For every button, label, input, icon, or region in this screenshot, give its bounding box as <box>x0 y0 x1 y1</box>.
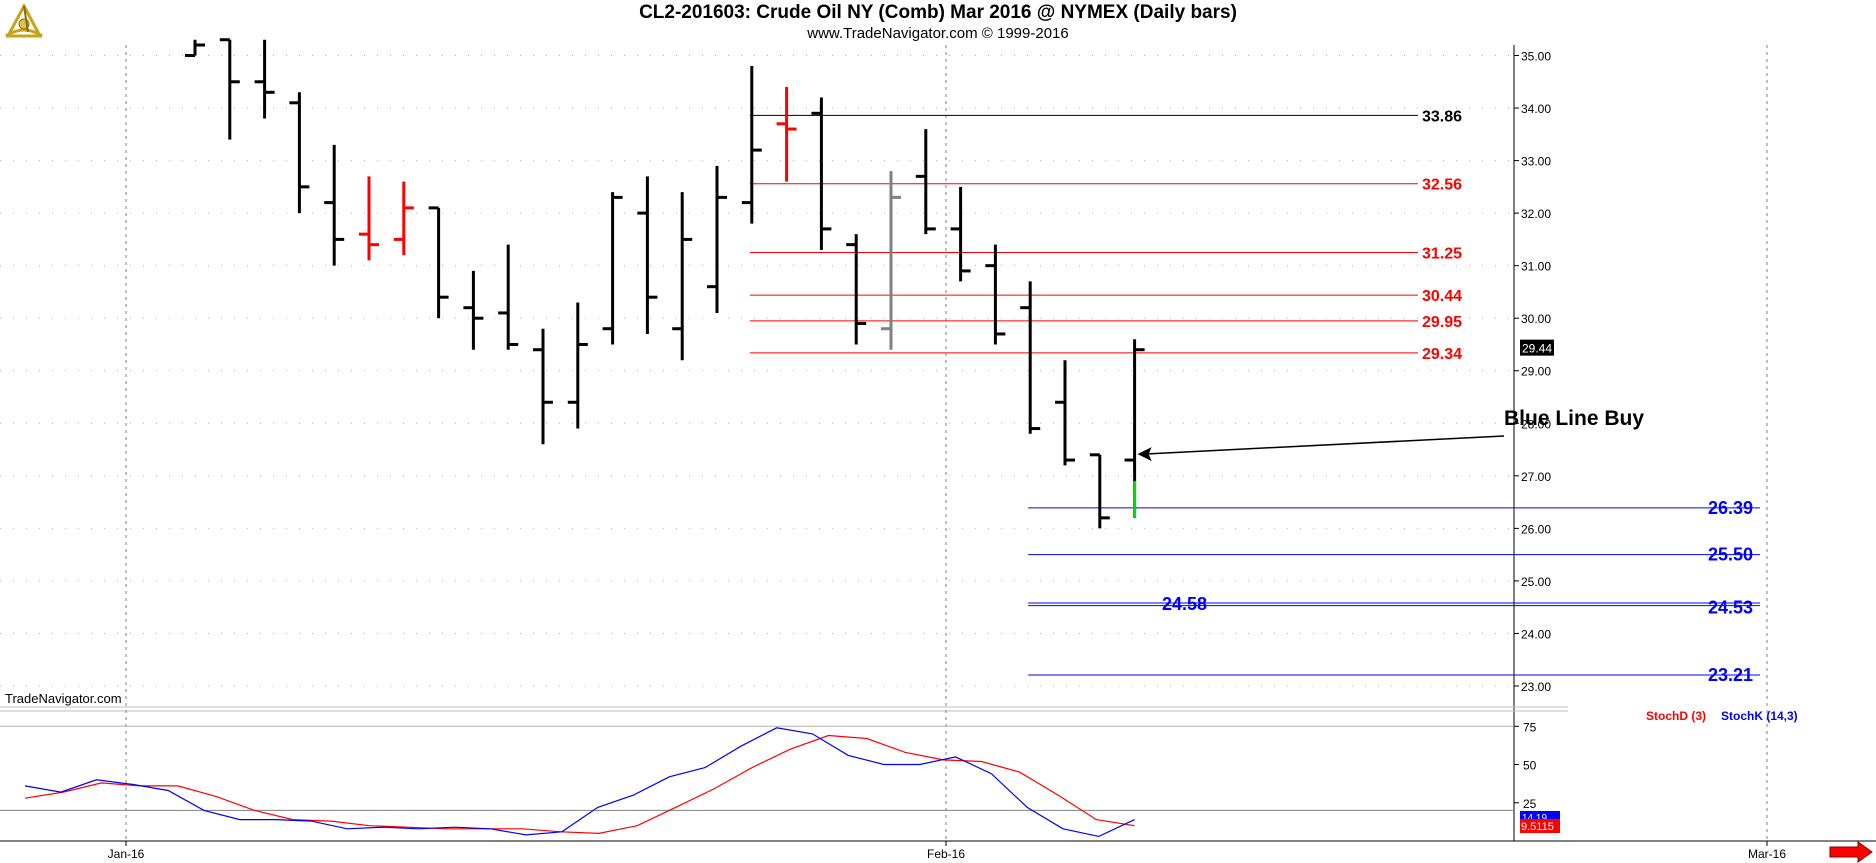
chart-header: CL2-201603: Crude Oil NY (Comb) Mar 2016… <box>0 0 1876 45</box>
level-label: 24.58 <box>1162 594 1207 614</box>
annotation-label: Blue Line Buy <box>1504 407 1644 430</box>
price-levels: 33.86 32.56 31.25 30.44 29.95 29.34 26.39 25.50… <box>749 108 1760 685</box>
watermark: TradeNavigator.com <box>5 691 122 706</box>
stoch-d-value-box <box>1520 819 1560 833</box>
y-tick-label: 28.00 <box>1521 417 1551 431</box>
y-tick-label: 30.00 <box>1521 312 1551 326</box>
price-axis: 35.00 34.00 33.00 32.00 31.00 30.00 29.00 28.00… <box>1514 50 1554 694</box>
stochastic-panel: 75 50 25 StochD (3) StochK (14,3) 14.199.5115 <box>0 709 1798 838</box>
y-tick-label: 23.00 <box>1521 680 1551 694</box>
stoch-legend-k: StochK (14,3) <box>1721 709 1798 723</box>
level-label: 24.53 <box>1708 598 1753 618</box>
stoch-y-tick-label: 50 <box>1523 759 1537 773</box>
chart-title: CL2-201603: Crude Oil NY (Comb) Mar 2016… <box>639 2 1237 23</box>
level-label: 23.21 <box>1708 665 1753 685</box>
level-label: 31.25 <box>1422 246 1462 263</box>
chart-annotations: Blue Line Buy TradeNavigator.com <box>5 407 1644 706</box>
last-price-label: 29.44 <box>1522 342 1552 356</box>
y-tick-label: 31.00 <box>1521 260 1551 274</box>
price-bars <box>185 38 1145 529</box>
level-label: 26.39 <box>1708 498 1753 518</box>
level-label: 29.95 <box>1422 314 1462 331</box>
sextant-logo-icon <box>2 2 46 42</box>
last-price-box <box>1520 339 1554 356</box>
y-tick-label: 27.00 <box>1521 470 1551 484</box>
y-tick-label: 33.00 <box>1521 155 1551 169</box>
y-tick-label: 24.00 <box>1521 627 1551 641</box>
x-tick-label: Jan-16 <box>108 847 145 861</box>
scroll-right-arrow-icon <box>1829 841 1873 863</box>
grid-lines <box>0 45 1768 841</box>
stoch-d-value: 9.5115 <box>1521 821 1554 833</box>
y-tick-label: 32.00 <box>1521 207 1551 221</box>
level-label: 29.34 <box>1422 346 1462 363</box>
x-tick-label: Mar-16 <box>1748 847 1786 861</box>
level-label: 25.50 <box>1708 545 1753 565</box>
annotation-arrow-line <box>1143 435 1505 455</box>
stoch-line <box>24 727 1135 838</box>
level-label: 32.56 <box>1422 177 1462 194</box>
stoch-y-tick-label: 75 <box>1523 720 1537 734</box>
stoch-k-value: 14.19 <box>1522 813 1547 824</box>
stoch-line <box>24 734 1135 835</box>
y-tick-label: 34.00 <box>1521 102 1551 116</box>
annotation-arrowhead <box>1137 447 1152 462</box>
y-tick-label: 29.00 <box>1521 365 1551 379</box>
stoch-legend-d: StochD (3) <box>1646 709 1706 723</box>
x-tick-label: Feb-16 <box>927 847 965 861</box>
level-label: 30.44 <box>1422 288 1462 305</box>
stoch-y-tick-label: 25 <box>1523 797 1537 811</box>
y-tick-label: 35.00 <box>1521 50 1551 64</box>
y-tick-label: 25.00 <box>1521 575 1551 589</box>
date-axis: Jan-16 Feb-16 Mar-16 <box>0 840 1876 863</box>
y-tick-label: 26.00 <box>1521 522 1551 536</box>
chart-subtitle: www.TradeNavigator.com © 1999-2016 <box>807 25 1069 42</box>
level-label: 33.86 <box>1422 108 1462 125</box>
